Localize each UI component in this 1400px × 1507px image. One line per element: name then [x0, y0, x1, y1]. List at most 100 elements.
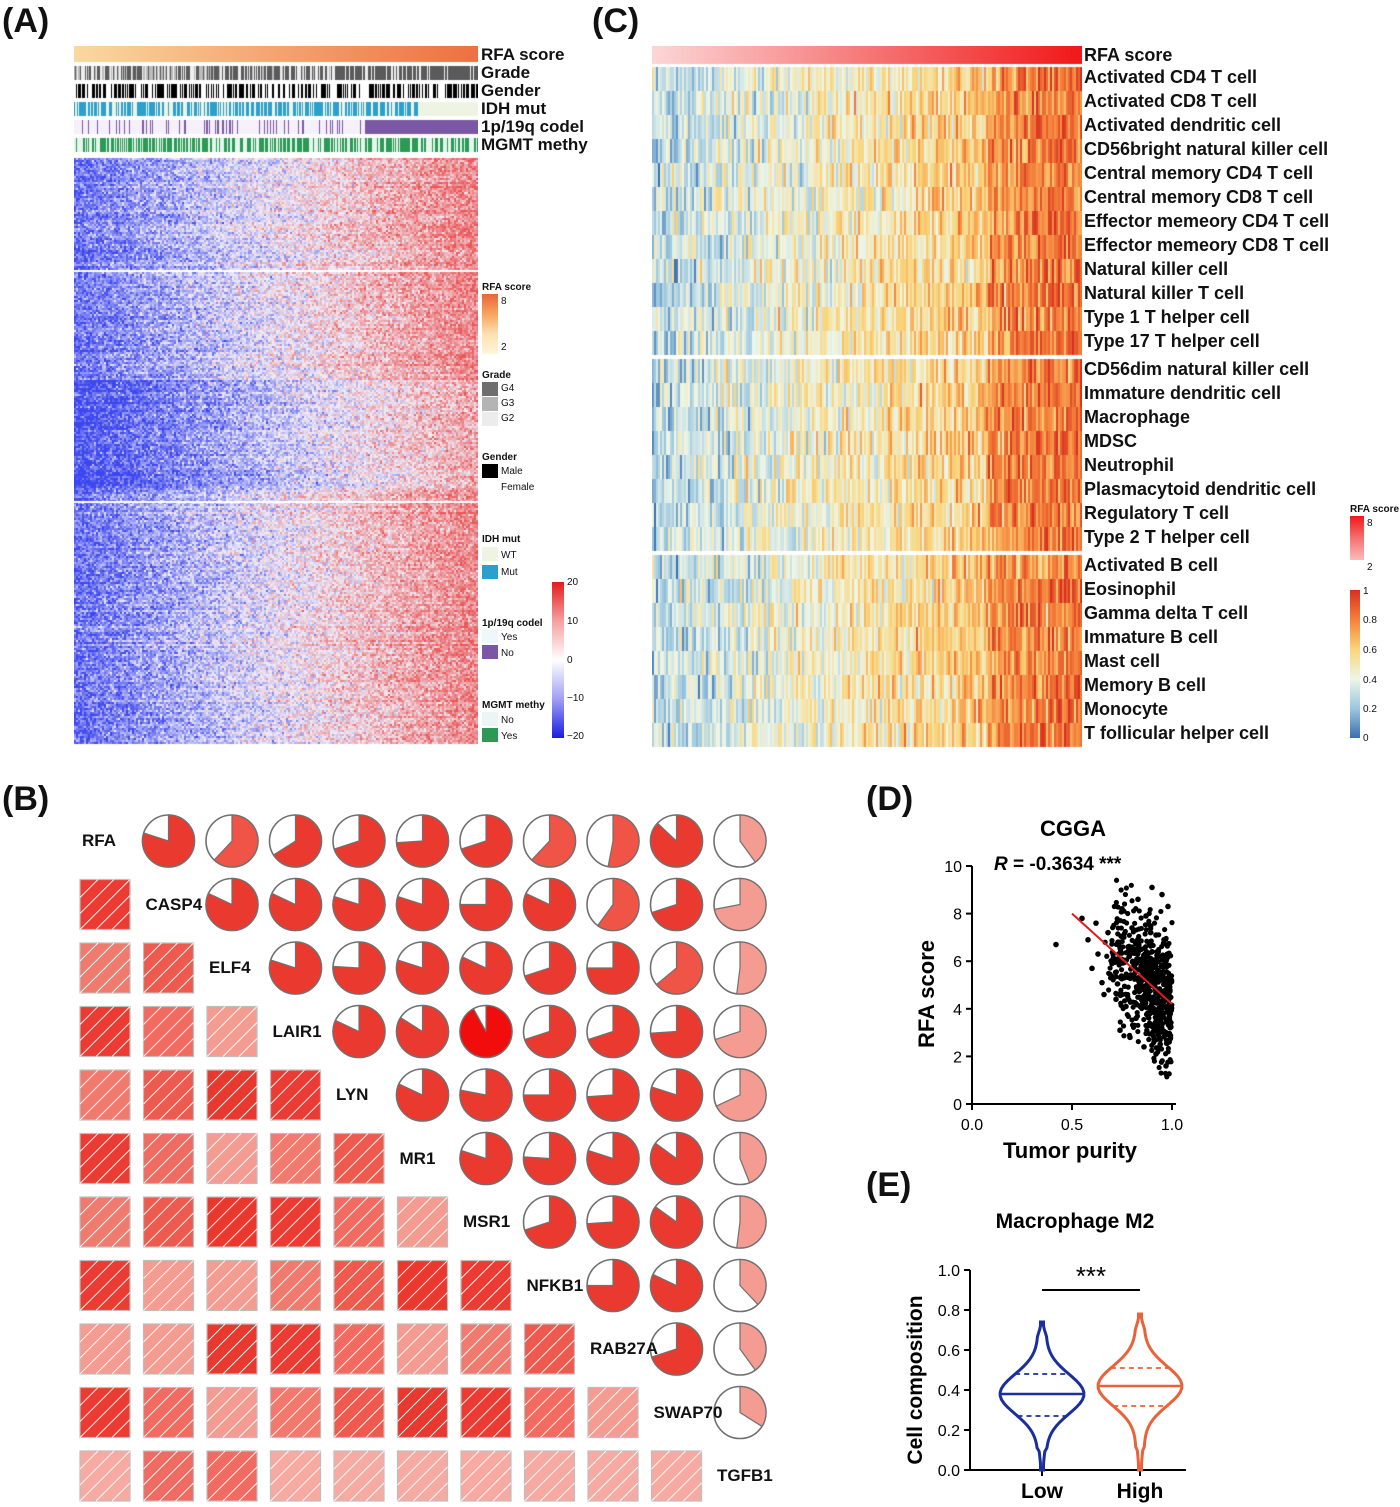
- legend-scale-tick-0: 0: [567, 655, 573, 666]
- scatter-point: [1167, 1036, 1173, 1042]
- corr-square: [650, 1450, 703, 1502]
- cell-label-central-memory-cd8-t-cell: Central memory CD8 T cell: [1084, 187, 1314, 207]
- corr-square: [269, 1196, 322, 1248]
- scatter-point: [1150, 1033, 1157, 1039]
- scatter-point: [1125, 993, 1131, 999]
- scatter-point: [1152, 1027, 1159, 1033]
- gene-label-mr1: MR1: [399, 1148, 436, 1168]
- legend-grade-g2-swatch: [482, 412, 498, 426]
- scatter-point: [1089, 965, 1095, 972]
- scatter-point: [1149, 1047, 1155, 1053]
- scatter-point: [1136, 908, 1142, 914]
- legend-expression-scale: [552, 582, 564, 738]
- corr-square: [333, 1196, 385, 1248]
- scatter-point: [1163, 1040, 1170, 1046]
- legend-mgmt-no-swatch: [482, 712, 498, 726]
- scatter-point: [1118, 967, 1125, 973]
- scatter-point: [1115, 981, 1121, 987]
- scatter-point: [1136, 994, 1143, 1000]
- gene-label-msr1: MSR1: [463, 1212, 511, 1231]
- cell-label-immature-b-cell: Immature B cell: [1084, 627, 1219, 647]
- panel-a-letter: (A): [2, 2, 50, 40]
- corr-pie: [522, 1195, 577, 1249]
- cell-label-activated-dendritic-cell: Activated dendritic cell: [1084, 115, 1282, 135]
- scatter-point: [1169, 920, 1175, 926]
- gene-label-tgfb1: TGFB1: [717, 1466, 773, 1485]
- legend-c-rfa-title: RFA score: [1350, 504, 1400, 515]
- x-tick-label: 0.5: [1061, 1117, 1083, 1134]
- corr-pie: [395, 1068, 450, 1122]
- cell-label-macrophage: Macrophage: [1084, 407, 1191, 427]
- corr-square: [79, 1259, 131, 1312]
- scatter-point: [1123, 950, 1129, 956]
- x-tick-label: 1.0: [1161, 1117, 1183, 1134]
- scatter-point: [1125, 910, 1131, 917]
- corr-pie: [268, 877, 323, 932]
- legend-gender-title: Gender: [482, 452, 518, 463]
- corr-pie: [586, 1131, 640, 1186]
- cell-label-cd56bright-natural-killer-cell: CD56bright natural killer cell: [1084, 139, 1329, 159]
- scatter-point: [1104, 953, 1110, 959]
- corr-pie: [459, 1068, 513, 1122]
- scatter-point: [1129, 898, 1135, 904]
- corr-square: [333, 1386, 385, 1439]
- cell-label-gamma-delta-t-cell: Gamma delta T cell: [1084, 603, 1249, 623]
- scatter-point: [1113, 956, 1119, 962]
- corr-pie: [205, 877, 259, 932]
- scatter-point: [1151, 1055, 1157, 1061]
- scatter-point: [1168, 1019, 1174, 1026]
- cell-label-eosinophil: Eosinophil: [1084, 579, 1176, 599]
- scatter-point: [1151, 920, 1158, 926]
- legend-grade-g3-swatch: [482, 397, 498, 411]
- scatter-point: [1085, 936, 1091, 943]
- scatter-point: [1143, 985, 1150, 991]
- legend-c-tick-1: 1: [1363, 586, 1369, 597]
- corr-pie: [522, 941, 577, 995]
- corr-pie: [713, 1385, 767, 1440]
- x-category-label: Low: [1021, 1480, 1064, 1503]
- corr-pie: [395, 877, 450, 932]
- legend-rfa-swatch: [482, 294, 498, 354]
- corr-square: [333, 1132, 385, 1185]
- scatter-point: [1151, 1039, 1157, 1046]
- corr-pie: [713, 1068, 767, 1122]
- legend-codel-no-swatch: [482, 645, 498, 659]
- legend-grade-g3: G3: [501, 398, 515, 409]
- scatter-point: [1135, 1022, 1141, 1028]
- scatter-point: [1147, 988, 1153, 994]
- scatter-point: [1161, 936, 1167, 943]
- corr-square: [269, 1450, 322, 1502]
- track-label-grade: Grade: [481, 63, 531, 82]
- scatter-point: [1136, 926, 1142, 932]
- scatter-point: [1148, 1008, 1154, 1014]
- corr-square: [269, 1323, 322, 1375]
- scatter-point: [1095, 951, 1101, 957]
- legend-grade-title: Grade: [482, 370, 511, 381]
- corr-pie: [649, 1322, 704, 1376]
- scatter-point: [1168, 973, 1175, 979]
- legend-c-rfa-high: 8: [1367, 518, 1373, 529]
- cell-label-plasmacytoid-dendritic-cell: Plasmacytoid dendritic cell: [1084, 479, 1317, 499]
- scatter-point: [1128, 882, 1134, 888]
- cell-label-type-2-t-helper-cell: Type 2 T helper cell: [1084, 527, 1250, 547]
- gene-label-swap70: SWAP70: [653, 1402, 723, 1422]
- scatter-point: [1144, 938, 1150, 944]
- scatter-point: [1135, 1028, 1141, 1035]
- y-tick-label: 6: [953, 954, 962, 971]
- scatter-point: [1143, 1000, 1149, 1006]
- scatter-point: [1158, 908, 1164, 915]
- cell-label-cd56dim-natural-killer-cell: CD56dim natural killer cell: [1084, 359, 1310, 379]
- scatter-point: [1123, 1003, 1129, 1010]
- y-tick-label: 2: [953, 1049, 962, 1066]
- corr-pie: [522, 1004, 577, 1059]
- legend-idh-mut: Mut: [501, 567, 518, 578]
- corr-square: [142, 1450, 195, 1502]
- scatter-point: [1113, 974, 1119, 980]
- panel-c-heatmap: [652, 46, 1082, 748]
- corr-square: [79, 1450, 131, 1502]
- scatter-point: [1143, 913, 1149, 919]
- violin-outline: [1096, 1312, 1184, 1472]
- scatter-point: [1115, 939, 1121, 945]
- legend-gender-male: Male: [501, 466, 523, 477]
- scatter-point: [1151, 994, 1157, 1000]
